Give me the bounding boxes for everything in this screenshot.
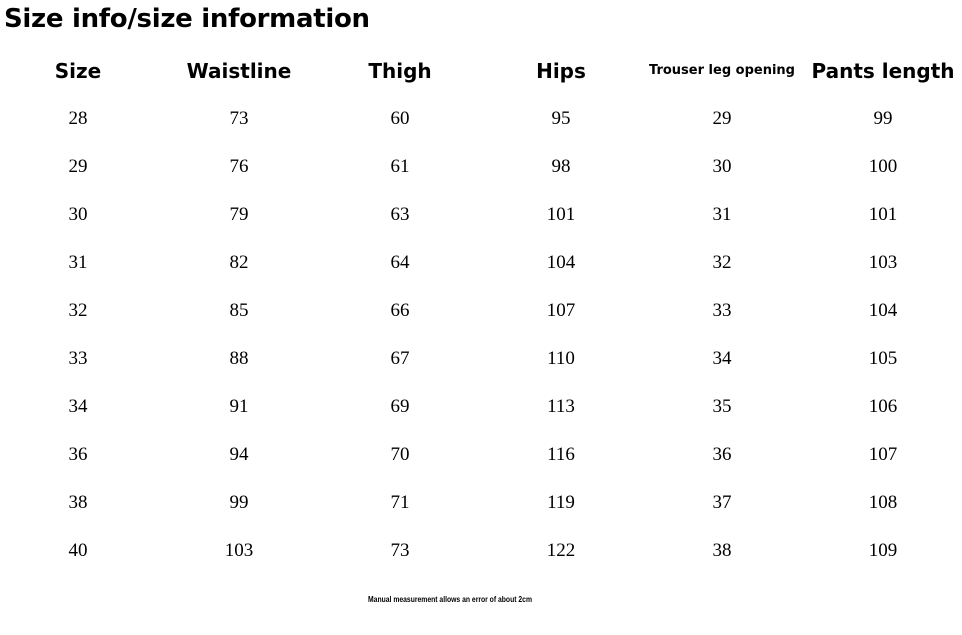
table-cell: 33 — [68, 348, 88, 369]
table-cell: 34 — [712, 348, 732, 369]
table-cell: 94 — [229, 444, 249, 465]
table-cell: 103 — [868, 252, 898, 273]
table-cell: 31 — [712, 204, 732, 225]
table-cell: 110 — [547, 348, 575, 369]
column-header: Thigh — [368, 59, 432, 83]
page-title: Size info/size information — [4, 4, 370, 34]
table-cell: 91 — [229, 396, 249, 417]
measurement-note: Manual measurement allows an error of ab… — [368, 595, 533, 604]
table-cell: 104 — [868, 300, 898, 321]
table-cell: 32 — [68, 300, 88, 321]
table-cell: 104 — [546, 252, 576, 273]
table-cell: 119 — [547, 492, 575, 513]
table-cell: 30 — [68, 204, 88, 225]
table-cell: 70 — [390, 444, 410, 465]
table-cell: 38 — [712, 540, 732, 561]
table-cell: 95 — [551, 108, 571, 129]
table-cell: 35 — [712, 396, 732, 417]
table-cell: 37 — [712, 492, 732, 513]
column-header: Hips — [536, 59, 586, 83]
table-cell: 69 — [390, 396, 410, 417]
table-cell: 40 — [68, 540, 88, 561]
table-cell: 106 — [868, 396, 898, 417]
table-cell: 122 — [546, 540, 576, 561]
table-cell: 99 — [229, 492, 249, 513]
table-cell: 85 — [229, 300, 249, 321]
table-cell: 109 — [868, 540, 898, 561]
table-cell: 113 — [547, 396, 575, 417]
table-cell: 105 — [868, 348, 898, 369]
table-cell: 99 — [873, 108, 893, 129]
table-cell: 108 — [868, 492, 898, 513]
table-cell: 82 — [229, 252, 249, 273]
table-cell: 73 — [390, 540, 410, 561]
table-cell: 100 — [868, 156, 898, 177]
table-cell: 103 — [224, 540, 254, 561]
table-cell: 33 — [712, 300, 732, 321]
table-cell: 98 — [551, 156, 571, 177]
table-cell: 73 — [229, 108, 249, 129]
table-cell: 66 — [390, 300, 410, 321]
table-cell: 61 — [390, 156, 410, 177]
table-cell: 107 — [868, 444, 898, 465]
table-cell: 67 — [390, 348, 410, 369]
table-cell: 64 — [390, 252, 410, 273]
table-cell: 60 — [390, 108, 410, 129]
table-cell: 29 — [712, 108, 732, 129]
table-cell: 29 — [68, 156, 88, 177]
column-header: Pants length — [811, 59, 955, 83]
table-cell: 101 — [546, 204, 576, 225]
table-cell: 36 — [68, 444, 88, 465]
column-header: Size — [54, 59, 102, 83]
table-cell: 79 — [229, 204, 249, 225]
table-cell: 28 — [68, 108, 88, 129]
table-cell: 76 — [229, 156, 249, 177]
table-cell: 116 — [547, 444, 575, 465]
table-cell: 101 — [868, 204, 898, 225]
table-cell: 38 — [68, 492, 88, 513]
table-cell: 63 — [390, 204, 410, 225]
table-cell: 36 — [712, 444, 732, 465]
column-header: Trouser leg opening — [649, 63, 795, 78]
table-cell: 34 — [68, 396, 88, 417]
table-cell: 71 — [390, 492, 410, 513]
table-cell: 31 — [68, 252, 88, 273]
table-cell: 30 — [712, 156, 732, 177]
table-cell: 88 — [229, 348, 249, 369]
column-header: Waistline — [186, 59, 292, 83]
table-cell: 107 — [546, 300, 576, 321]
table-cell: 32 — [712, 252, 732, 273]
